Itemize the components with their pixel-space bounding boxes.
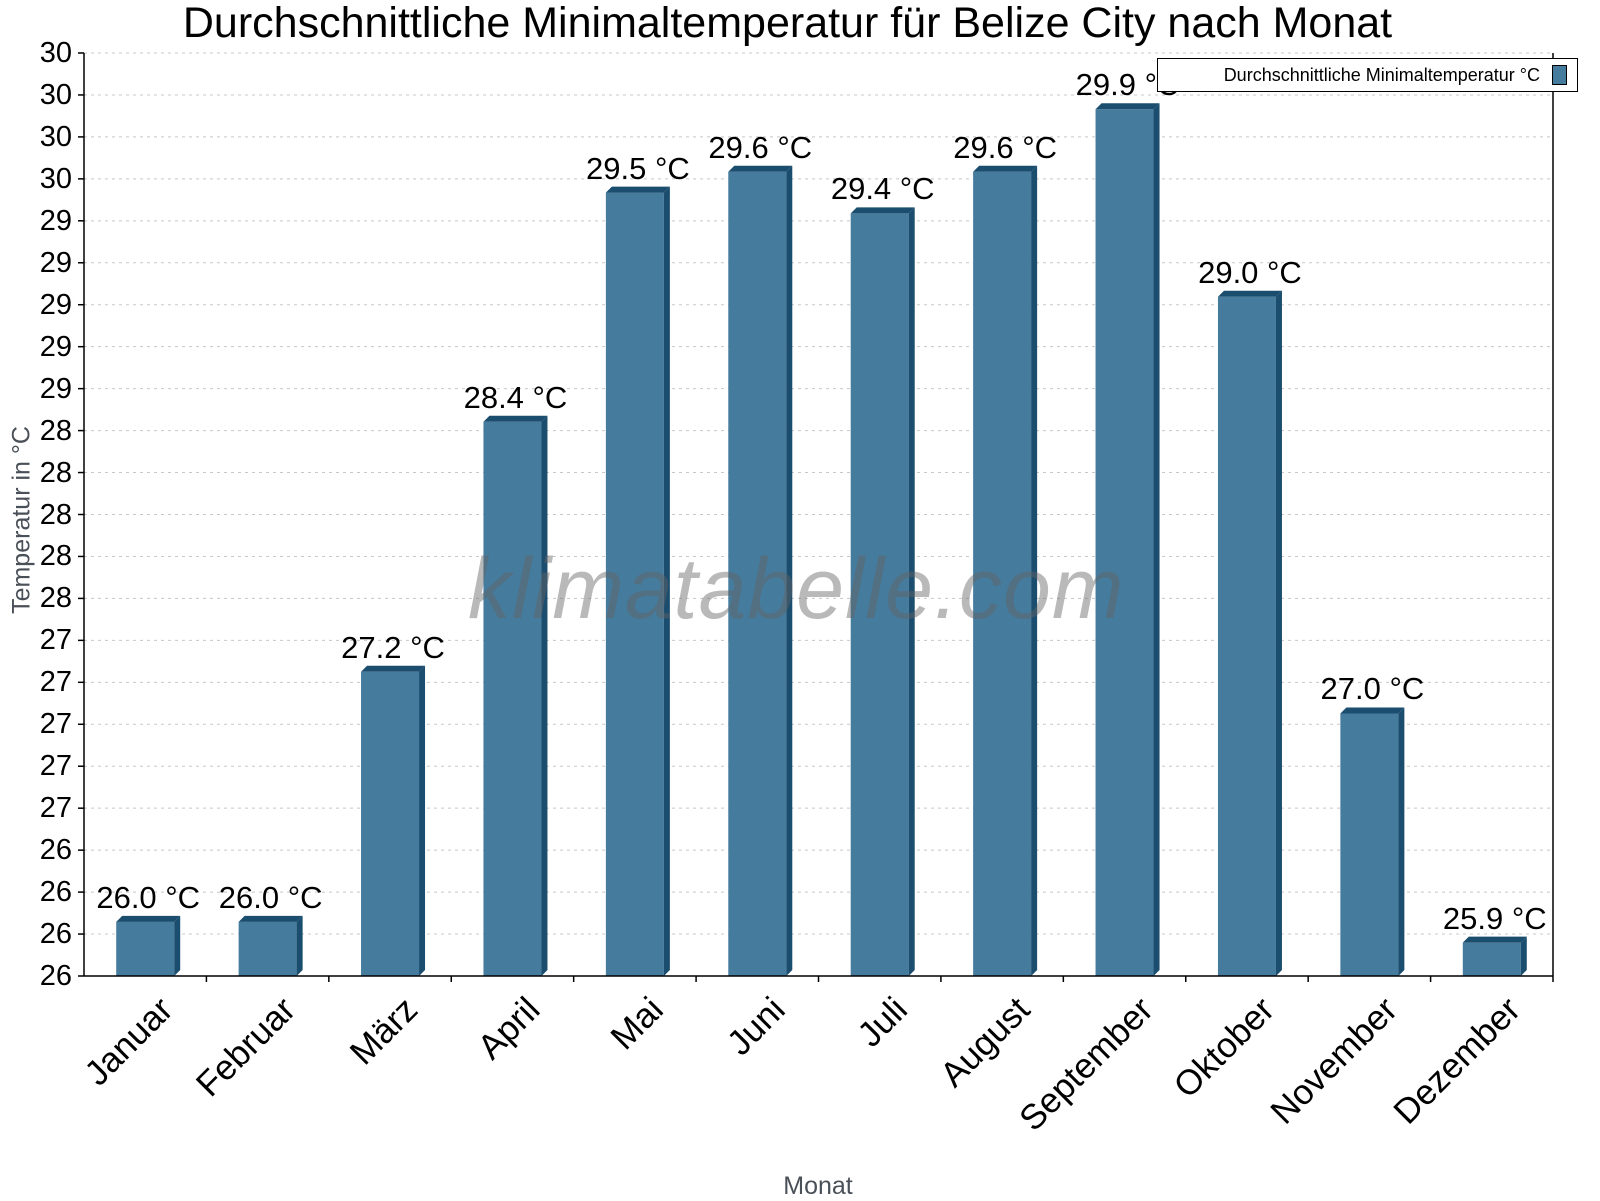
y-tick-label: 27 (39, 750, 72, 783)
bar-side (296, 915, 303, 976)
bar-top (605, 186, 670, 193)
legend-label: Durchschnittliche Minimaltemperatur °C (1223, 64, 1540, 85)
bar-side (419, 665, 426, 976)
y-tick-label: 28 (39, 456, 72, 489)
axes (78, 52, 1554, 982)
bar-top (850, 207, 915, 214)
bar-value-label: 26.0 °C (218, 879, 323, 915)
bar-side (541, 415, 548, 976)
y-tick-label: 29 (39, 246, 72, 279)
y-tick-label: 28 (39, 582, 72, 615)
bar-top (116, 915, 181, 922)
y-tick-label: 28 (39, 540, 72, 573)
bar (1095, 109, 1154, 977)
bar (1340, 713, 1399, 976)
bar-side (1520, 936, 1527, 976)
y-tick-label: 27 (39, 708, 72, 741)
legend: Durchschnittliche Minimaltemperatur °C (1157, 58, 1578, 92)
bar-value-label: 27.0 °C (1320, 671, 1425, 707)
y-tick-label: 27 (39, 792, 72, 825)
bar-top (1095, 103, 1160, 110)
y-tick-label: 28 (39, 498, 72, 531)
bar (483, 421, 542, 976)
x-axis-title: Monat (783, 1172, 853, 1200)
bar-value-label: 29.5 °C (586, 150, 690, 186)
y-tick-label: 29 (39, 288, 72, 321)
y-tick-label: 26 (39, 876, 72, 909)
bar (850, 213, 909, 976)
bars (116, 103, 1527, 977)
y-tick-label: 30 (39, 162, 72, 195)
y-tick-label: 27 (39, 666, 72, 699)
bar (728, 171, 787, 976)
bar-side (1275, 290, 1282, 977)
bar-value-label: 25.9 °C (1442, 900, 1547, 936)
bar (973, 171, 1032, 976)
bar-top (483, 415, 548, 422)
bar (361, 671, 420, 976)
y-tick-label: 29 (39, 330, 72, 363)
bar-value-label: 29.4 °C (830, 171, 935, 207)
chart-title: Durchschnittliche Minimaltemperatur für … (182, 0, 1393, 47)
bar-value-label: 29.6 °C (708, 129, 813, 165)
bar (116, 921, 175, 976)
y-tick-label: 30 (39, 120, 72, 153)
y-tick-label: 28 (39, 414, 72, 447)
bar (238, 921, 297, 976)
gridlines (84, 52, 1553, 977)
bar (605, 192, 664, 976)
bar-side (663, 186, 670, 976)
legend-swatch-icon (1552, 65, 1567, 85)
y-tick-label: 29 (39, 204, 72, 237)
watermark: klimatabelle.com (468, 541, 1125, 637)
bar-value-label: 29.6 °C (953, 129, 1057, 165)
bar-top (361, 665, 426, 672)
bar (1462, 942, 1521, 976)
bar-side (1031, 165, 1038, 976)
y-tick-label: 26 (39, 918, 72, 951)
y-tick-label: 26 (39, 960, 72, 992)
bar-value-label: 29.0 °C (1198, 254, 1302, 290)
bar-top (1462, 936, 1527, 943)
y-tick-label: 26 (39, 834, 72, 867)
y-tick-label: 30 (39, 37, 72, 69)
bar-value-label: 26.0 °C (96, 879, 201, 915)
bar-value-label: 27.2 °C (341, 629, 445, 665)
y-tick-label: 29 (39, 372, 72, 405)
bar-top (238, 915, 303, 922)
bar-side (174, 915, 181, 976)
bar (1217, 296, 1276, 977)
y-tick-label: 30 (39, 78, 72, 111)
bar-value-label: 28.4 °C (463, 379, 568, 415)
bar-side (1398, 707, 1405, 976)
bar-side (1153, 103, 1160, 977)
y-tick-label: 27 (39, 624, 72, 657)
bar-side (908, 207, 915, 976)
bar-top (973, 165, 1038, 172)
bar-top (1217, 290, 1282, 297)
bar-top (728, 165, 793, 172)
bar-side (786, 165, 793, 976)
bar-top (1340, 707, 1405, 714)
